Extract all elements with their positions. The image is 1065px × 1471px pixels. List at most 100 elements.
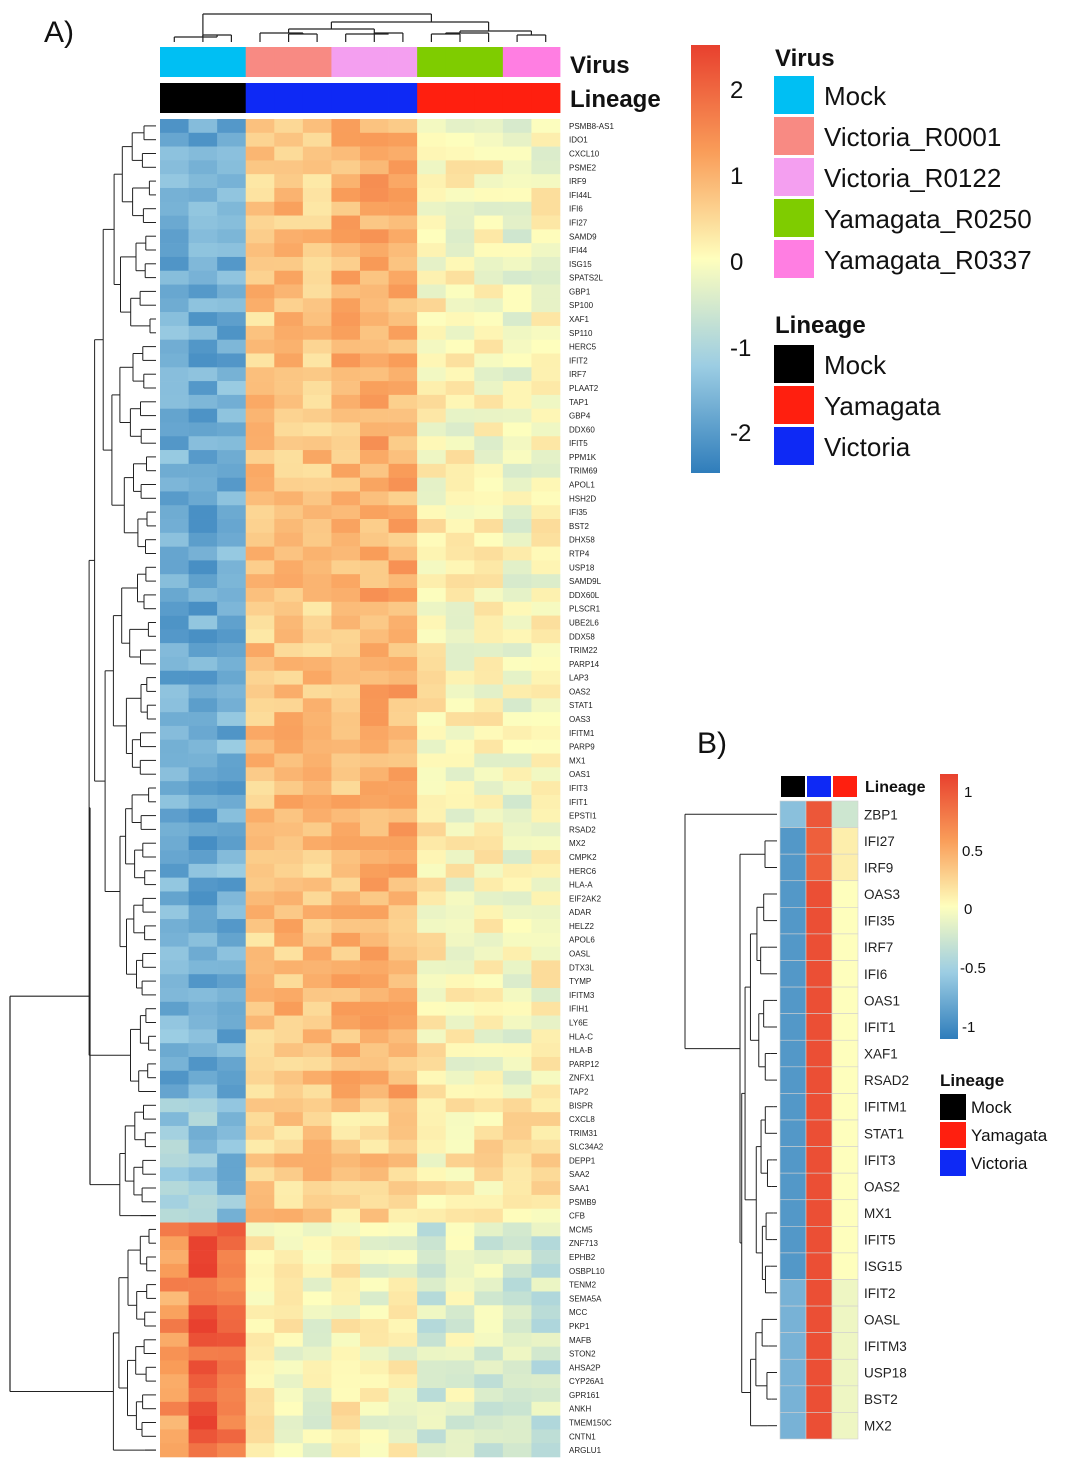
heatmap-cell: [805, 853, 833, 882]
heatmap-cell: [445, 712, 475, 727]
heatmap-cell: [245, 436, 275, 451]
heatmap-cell: [160, 1112, 189, 1127]
heatmap-cell: [831, 1358, 859, 1387]
heatmap-cell: [274, 587, 304, 603]
gene-label: IFIH1: [569, 1005, 589, 1014]
heatmap-cell: [388, 615, 418, 630]
heatmap-cell: [417, 753, 447, 768]
heatmap-cell: [302, 1222, 332, 1237]
heatmap-cell: [502, 408, 532, 423]
gene-label: SPATS2L: [569, 274, 603, 283]
heatmap-cell: [388, 1250, 418, 1265]
heatmap-cell: [417, 1222, 447, 1237]
gene-label: IFI6: [864, 967, 887, 982]
heatmap-cell: [274, 132, 304, 147]
heatmap-cell: [417, 146, 447, 161]
heatmap-cell: [474, 1125, 504, 1141]
heatmap-cell: [360, 1277, 389, 1292]
heatmap-cell: [502, 1374, 532, 1389]
heatmap-cell: [302, 781, 332, 796]
heatmap-cell: [417, 532, 447, 547]
heatmap-cell: [331, 836, 361, 851]
heatmap-cell: [302, 229, 332, 244]
heatmap-cell: [160, 1401, 189, 1416]
heatmap-cell: [417, 1167, 447, 1182]
heatmap-cell: [217, 339, 247, 354]
heatmap-cell: [331, 160, 361, 175]
heatmap-cell: [779, 1305, 807, 1333]
heatmap-cell: [388, 739, 418, 754]
heatmap-cell: [388, 1305, 418, 1320]
scale-b-tick: 1: [964, 784, 972, 801]
heatmap-cell: [274, 1277, 304, 1292]
heatmap-cell: [360, 367, 389, 382]
heatmap-cell: [245, 739, 275, 754]
heatmap-cell: [331, 712, 361, 727]
heatmap-cell: [502, 312, 532, 327]
heatmap-cell: [388, 1070, 418, 1085]
heatmap-cell: [245, 215, 275, 230]
heatmap-cell: [274, 1236, 304, 1251]
heatmap-cell: [274, 160, 304, 175]
heatmap-cell: [302, 408, 332, 423]
heatmap-cell: [360, 1029, 389, 1044]
heatmap-cell: [417, 463, 447, 478]
heatmap-cell: [502, 1222, 532, 1237]
heatmap-cell: [188, 877, 218, 892]
heatmap-cell: [445, 1153, 475, 1168]
heatmap-cell: [531, 477, 561, 492]
heatmap-cell: [417, 270, 447, 285]
heatmap-cell: [445, 725, 475, 741]
heatmap-cell: [417, 119, 447, 134]
heatmap-cell: [217, 1263, 247, 1278]
heatmap-cell: [388, 974, 418, 989]
heatmap-cell: [160, 1167, 189, 1182]
gene-label: DTX3L: [569, 963, 594, 972]
heatmap-cell: [188, 1429, 218, 1444]
virus-legend-swatch: [774, 117, 814, 155]
heatmap-cell: [360, 1250, 389, 1265]
heatmap-cell: [474, 1208, 504, 1223]
heatmap-cell: [331, 1153, 361, 1168]
heatmap-cell: [360, 698, 389, 713]
gene-label: SLC34A2: [569, 1143, 604, 1152]
heatmap-cell: [160, 781, 189, 796]
heatmap-cell: [245, 1319, 275, 1334]
panel-b-lineage-legend-label: Mock: [971, 1098, 1012, 1117]
heatmap-cell: [474, 1415, 504, 1430]
heatmap-cell: [360, 988, 389, 1003]
heatmap-cell: [188, 1015, 218, 1030]
heatmap-cell: [531, 491, 561, 506]
heatmap-cell: [531, 794, 561, 809]
heatmap-cell: [388, 698, 418, 713]
heatmap-cell: [274, 822, 304, 837]
heatmap-cell: [388, 339, 418, 354]
heatmap-cell: [302, 1043, 332, 1058]
heatmap-cell: [531, 891, 561, 906]
heatmap-cell: [417, 1291, 447, 1306]
heatmap-cell: [188, 450, 218, 465]
heatmap-cell: [502, 174, 532, 189]
heatmap-cell: [331, 339, 361, 354]
heatmap-cell: [360, 1070, 389, 1085]
heatmap-cell: [331, 1401, 361, 1416]
heatmap-cell: [445, 863, 475, 878]
heatmap-cell: [779, 1226, 807, 1254]
heatmap-cell: [331, 367, 361, 382]
gene-label: GPR161: [569, 1391, 600, 1400]
heatmap-cell: [388, 408, 418, 423]
heatmap-cell: [188, 532, 218, 547]
heatmap-cell: [445, 1415, 475, 1430]
heatmap-cell: [331, 753, 361, 768]
heatmap-cell: [331, 974, 361, 989]
heatmap-cell: [474, 1181, 504, 1196]
heatmap-cell: [160, 1319, 189, 1334]
gene-label: APOL1: [569, 481, 595, 490]
heatmap-cell: [188, 339, 218, 354]
heatmap-cell: [217, 312, 247, 327]
heatmap-cell: [388, 1139, 418, 1154]
panel-a-heatmap: [160, 119, 561, 1458]
heatmap-cell: [445, 394, 475, 409]
panel-a-label: A): [44, 16, 74, 49]
heatmap-cell: [417, 1125, 447, 1141]
